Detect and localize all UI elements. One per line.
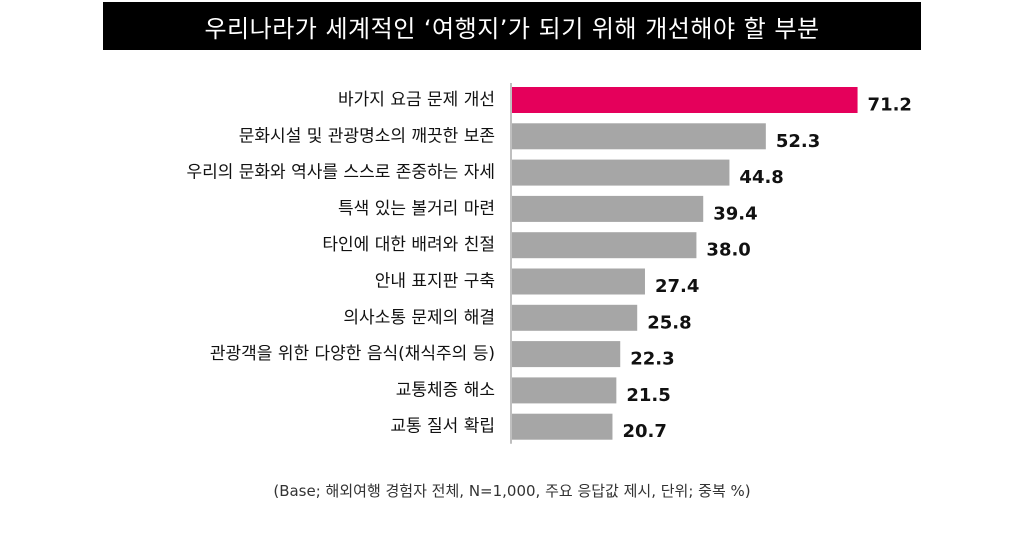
category-label: 바가지 요금 문제 개선 — [338, 90, 495, 110]
category-label: 우리의 문화와 역사를 스스로 존중하는 자세 — [186, 163, 495, 183]
category-label: 특색 있는 볼거리 마련 — [338, 199, 495, 219]
chart-title-bar: 우리나라가 세계적인 ‘여행지’가 되기 위해 개선해야 할 부분 — [103, 2, 921, 50]
bar — [512, 413, 613, 440]
bar — [512, 341, 621, 368]
value-label: 20.7 — [622, 421, 666, 442]
bar — [512, 268, 645, 295]
category-label: 관광객을 위한 다양한 음식(채식주의 등) — [210, 344, 495, 364]
value-label: 22.3 — [630, 349, 674, 370]
value-label: 52.3 — [776, 131, 820, 152]
bar — [512, 377, 617, 404]
chart-title: 우리나라가 세계적인 ‘여행지’가 되기 위해 개선해야 할 부분 — [204, 14, 820, 43]
category-label: 문화시설 및 관광명소의 깨끗한 보존 — [239, 126, 495, 146]
category-label: 타인에 대한 배려와 친절 — [322, 235, 495, 255]
bar — [512, 159, 730, 186]
bar — [512, 232, 697, 259]
bar-highlight — [512, 87, 858, 113]
category-label: 교통체증 해소 — [396, 380, 495, 400]
value-label: 27.4 — [655, 276, 699, 297]
value-label: 39.4 — [713, 203, 757, 224]
bar — [512, 304, 638, 331]
category-label: 안내 표지판 구축 — [375, 272, 495, 292]
category-label: 교통 질서 확립 — [390, 417, 495, 437]
chart-footnote: (Base; 해외여행 경험자 전체, N=1,000, 주요 응답값 제시, … — [273, 482, 751, 500]
bar-chart: 바가지 요금 문제 개선 71.2 문화시설 및 관광명소의 깨끗한 보존 52.3 우… — [186, 83, 912, 444]
bar — [512, 123, 766, 150]
value-label: 25.8 — [647, 312, 691, 333]
value-label: 71.2 — [868, 95, 912, 116]
category-label: 의사소통 문제의 해결 — [343, 308, 495, 328]
bar — [512, 195, 704, 222]
value-label: 21.5 — [626, 385, 670, 406]
value-label: 38.0 — [706, 240, 750, 261]
value-label: 44.8 — [739, 167, 783, 188]
